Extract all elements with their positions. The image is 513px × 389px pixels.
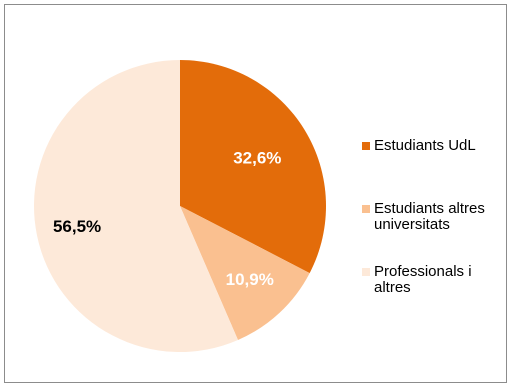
pie-slice-label-2: 56,5% xyxy=(53,217,101,236)
legend-label-0: Estudiants UdL xyxy=(374,137,476,154)
legend-swatch-2 xyxy=(362,268,370,276)
pie-slice-2[interactable] xyxy=(34,60,238,352)
legend-swatch-1 xyxy=(362,205,370,213)
pie-slice-1[interactable] xyxy=(180,206,310,340)
legend-swatch-0 xyxy=(362,142,370,150)
pie-slice-label-0: 32,6% xyxy=(233,148,281,167)
pie-slices xyxy=(34,60,326,352)
legend-label-1: Estudiants altres universitats xyxy=(374,200,485,233)
legend-item-0[interactable]: Estudiants UdL xyxy=(362,138,476,154)
pie-slice-labels: 32,6% 10,9% 56,5% xyxy=(53,148,281,289)
legend-item-2[interactable]: Professionals i altres xyxy=(362,264,472,296)
pie-slice-label-1: 10,9% xyxy=(226,270,274,289)
legend-item-1[interactable]: Estudiants altres universitats xyxy=(362,201,485,233)
legend-label-2: Professionals i altres xyxy=(374,263,472,296)
pie-slice-0[interactable] xyxy=(180,60,326,274)
